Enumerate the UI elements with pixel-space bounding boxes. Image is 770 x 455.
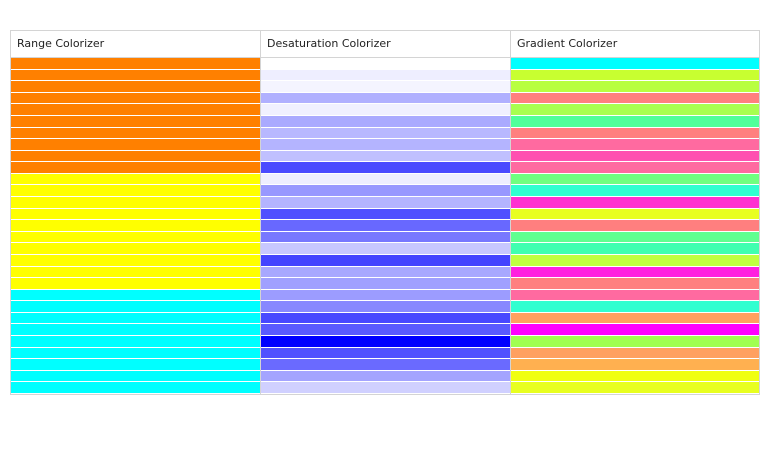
desaturation-colorizer-cell[interactable]	[261, 359, 510, 371]
column-header-range-colorizer[interactable]: Range Colorizer	[17, 37, 105, 50]
range-colorizer-cell[interactable]	[11, 289, 260, 302]
column-divider	[510, 31, 511, 394]
gradient-colorizer-cell[interactable]	[511, 197, 759, 209]
range-colorizer-cell[interactable]	[11, 185, 260, 198]
range-colorizer-cell[interactable]	[11, 278, 260, 290]
column-header-gradient-colorizer[interactable]: Gradient Colorizer	[517, 37, 618, 50]
range-colorizer-cell[interactable]	[11, 324, 260, 337]
desaturation-colorizer-cell[interactable]	[261, 254, 510, 267]
desaturation-colorizer-cell[interactable]	[261, 231, 510, 244]
desaturation-colorizer-cell[interactable]	[261, 266, 510, 279]
gradient-colorizer-cell[interactable]	[511, 127, 759, 140]
gradient-colorizer-cell[interactable]	[511, 115, 759, 128]
gradient-colorizer-cell[interactable]	[511, 81, 759, 93]
range-colorizer-cell[interactable]	[11, 370, 260, 383]
desaturation-colorizer-cell[interactable]	[261, 81, 510, 93]
column-header-desaturation-colorizer[interactable]: Desaturation Colorizer	[267, 37, 391, 50]
gradient-colorizer-cell[interactable]	[511, 359, 759, 371]
range-colorizer-column	[11, 58, 260, 394]
range-colorizer-cell[interactable]	[11, 69, 260, 82]
gradient-colorizer-cell[interactable]	[511, 208, 759, 221]
gradient-colorizer-cell[interactable]	[511, 312, 759, 325]
range-colorizer-cell[interactable]	[11, 347, 260, 360]
range-colorizer-cell[interactable]	[11, 115, 260, 128]
desaturation-colorizer-cell[interactable]	[261, 197, 510, 209]
grid-body	[11, 58, 759, 394]
range-colorizer-cell[interactable]	[11, 197, 260, 209]
gradient-colorizer-cell[interactable]	[511, 220, 759, 232]
range-colorizer-cell[interactable]	[11, 254, 260, 267]
gradient-colorizer-cell[interactable]	[511, 185, 759, 198]
range-colorizer-cell[interactable]	[11, 127, 260, 140]
gradient-colorizer-cell[interactable]	[511, 266, 759, 279]
desaturation-colorizer-cell[interactable]	[261, 173, 510, 186]
gradient-colorizer-cell[interactable]	[511, 104, 759, 116]
gradient-colorizer-cell[interactable]	[511, 254, 759, 267]
desaturation-colorizer-cell[interactable]	[261, 220, 510, 232]
desaturation-colorizer-cell[interactable]	[261, 185, 510, 198]
gradient-colorizer-cell[interactable]	[511, 92, 759, 105]
desaturation-colorizer-cell[interactable]	[261, 289, 510, 302]
desaturation-colorizer-cell[interactable]	[261, 58, 510, 70]
desaturation-colorizer-cell[interactable]	[261, 382, 510, 394]
range-colorizer-cell[interactable]	[11, 208, 260, 221]
range-colorizer-cell[interactable]	[11, 139, 260, 151]
desaturation-colorizer-cell[interactable]	[261, 104, 510, 116]
desaturation-colorizer-cell[interactable]	[261, 347, 510, 360]
range-colorizer-cell[interactable]	[11, 104, 260, 116]
grid-header: Range Colorizer Desaturation Colorizer G…	[11, 31, 759, 58]
range-colorizer-cell[interactable]	[11, 336, 260, 348]
gradient-colorizer-cell[interactable]	[511, 324, 759, 337]
desaturation-colorizer-column	[261, 58, 510, 394]
gradient-colorizer-cell[interactable]	[511, 382, 759, 394]
gradient-colorizer-cell[interactable]	[511, 162, 759, 174]
gradient-colorizer-column	[511, 58, 759, 394]
desaturation-colorizer-cell[interactable]	[261, 370, 510, 383]
gradient-colorizer-cell[interactable]	[511, 58, 759, 70]
desaturation-colorizer-cell[interactable]	[261, 278, 510, 290]
gradient-colorizer-cell[interactable]	[511, 301, 759, 313]
desaturation-colorizer-cell[interactable]	[261, 208, 510, 221]
range-colorizer-cell[interactable]	[11, 312, 260, 325]
gradient-colorizer-cell[interactable]	[511, 347, 759, 360]
range-colorizer-cell[interactable]	[11, 150, 260, 163]
desaturation-colorizer-cell[interactable]	[261, 115, 510, 128]
desaturation-colorizer-cell[interactable]	[261, 324, 510, 337]
desaturation-colorizer-cell[interactable]	[261, 127, 510, 140]
range-colorizer-cell[interactable]	[11, 301, 260, 313]
desaturation-colorizer-cell[interactable]	[261, 243, 510, 255]
desaturation-colorizer-cell[interactable]	[261, 336, 510, 348]
desaturation-colorizer-cell[interactable]	[261, 92, 510, 105]
range-colorizer-cell[interactable]	[11, 162, 260, 174]
colorizer-grid: Range Colorizer Desaturation Colorizer G…	[10, 30, 760, 395]
range-colorizer-cell[interactable]	[11, 266, 260, 279]
range-colorizer-cell[interactable]	[11, 359, 260, 371]
desaturation-colorizer-cell[interactable]	[261, 150, 510, 163]
column-divider	[260, 31, 261, 394]
gradient-colorizer-cell[interactable]	[511, 69, 759, 82]
range-colorizer-cell[interactable]	[11, 58, 260, 70]
range-colorizer-cell[interactable]	[11, 92, 260, 105]
gradient-colorizer-cell[interactable]	[511, 289, 759, 302]
gradient-colorizer-cell[interactable]	[511, 150, 759, 163]
gradient-colorizer-cell[interactable]	[511, 139, 759, 151]
gradient-colorizer-cell[interactable]	[511, 278, 759, 290]
range-colorizer-cell[interactable]	[11, 81, 260, 93]
desaturation-colorizer-cell[interactable]	[261, 139, 510, 151]
range-colorizer-cell[interactable]	[11, 220, 260, 232]
desaturation-colorizer-cell[interactable]	[261, 69, 510, 82]
gradient-colorizer-cell[interactable]	[511, 370, 759, 383]
desaturation-colorizer-cell[interactable]	[261, 312, 510, 325]
gradient-colorizer-cell[interactable]	[511, 173, 759, 186]
gradient-colorizer-cell[interactable]	[511, 231, 759, 244]
range-colorizer-cell[interactable]	[11, 243, 260, 255]
desaturation-colorizer-cell[interactable]	[261, 301, 510, 313]
gradient-colorizer-cell[interactable]	[511, 243, 759, 255]
desaturation-colorizer-cell[interactable]	[261, 162, 510, 174]
range-colorizer-cell[interactable]	[11, 231, 260, 244]
range-colorizer-cell[interactable]	[11, 173, 260, 186]
gradient-colorizer-cell[interactable]	[511, 336, 759, 348]
range-colorizer-cell[interactable]	[11, 382, 260, 394]
